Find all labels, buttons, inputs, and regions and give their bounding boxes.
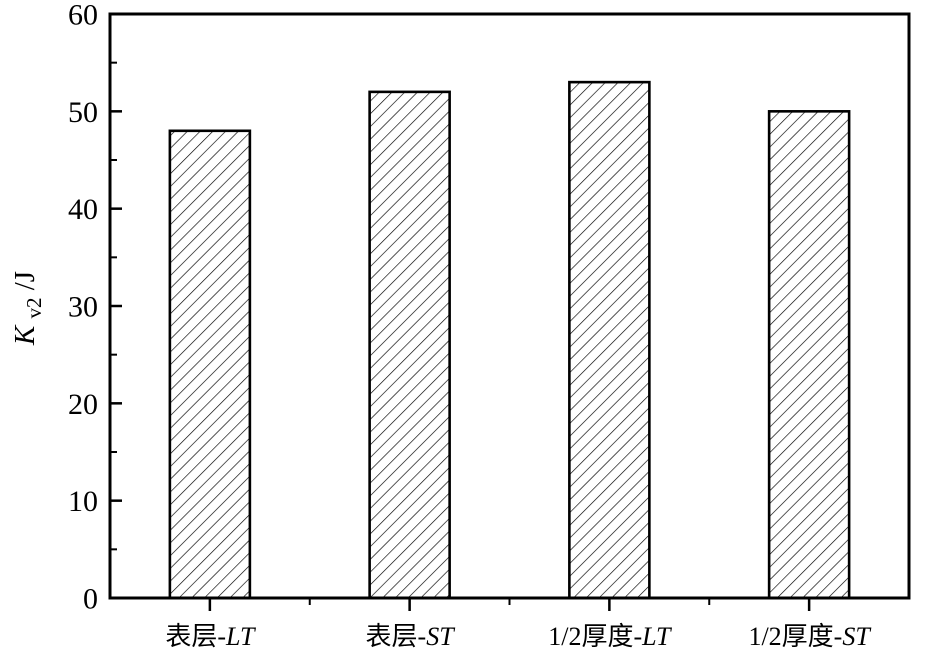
y-axis-title-symbol: K <box>9 324 41 346</box>
y-tick-label: 30 <box>68 291 98 324</box>
x-category-label: 表层-LT <box>165 622 256 651</box>
x-category-label: 1/2厚度-ST <box>748 622 871 651</box>
x-category-labels-group: 表层-LT 表层-ST 1/2厚度-LT 1/2厚度-ST <box>165 622 871 651</box>
x-category-label-prefix: 1/2厚度- <box>548 622 642 651</box>
y-axis-title: K v2 /J <box>9 271 48 346</box>
x-category-label-suffix: LT <box>641 622 672 651</box>
bar-3 <box>568 80 651 600</box>
y-tick-label: 0 <box>83 583 98 616</box>
y-tick-labels-group: 0 10 20 30 40 50 60 <box>68 0 98 616</box>
x-category-label-prefix: 表层- <box>165 622 226 651</box>
x-category-label-suffix: LT <box>225 622 256 651</box>
x-category-label-suffix: ST <box>842 622 871 651</box>
bar-2 <box>368 90 451 600</box>
x-category-label: 表层-ST <box>366 622 456 651</box>
y-tick-label: 60 <box>68 0 98 32</box>
x-category-label-prefix: 表层- <box>366 622 427 651</box>
y-tick-label: 20 <box>68 388 98 421</box>
plot-frame <box>108 12 911 600</box>
bar-4 <box>767 110 851 600</box>
y-tick-label: 40 <box>68 193 98 226</box>
y-axis-title-subscript: v2 <box>22 298 46 319</box>
y-tick-label: 10 <box>68 485 98 518</box>
x-category-label: 1/2厚度-LT <box>548 622 672 651</box>
bars-group <box>168 80 851 600</box>
y-axis-title-unit: /J <box>9 271 41 290</box>
x-category-label-suffix: ST <box>426 622 455 651</box>
bar-1 <box>168 129 252 600</box>
y-tick-label: 50 <box>68 96 98 129</box>
x-category-label-prefix: 1/2厚度- <box>748 622 842 651</box>
